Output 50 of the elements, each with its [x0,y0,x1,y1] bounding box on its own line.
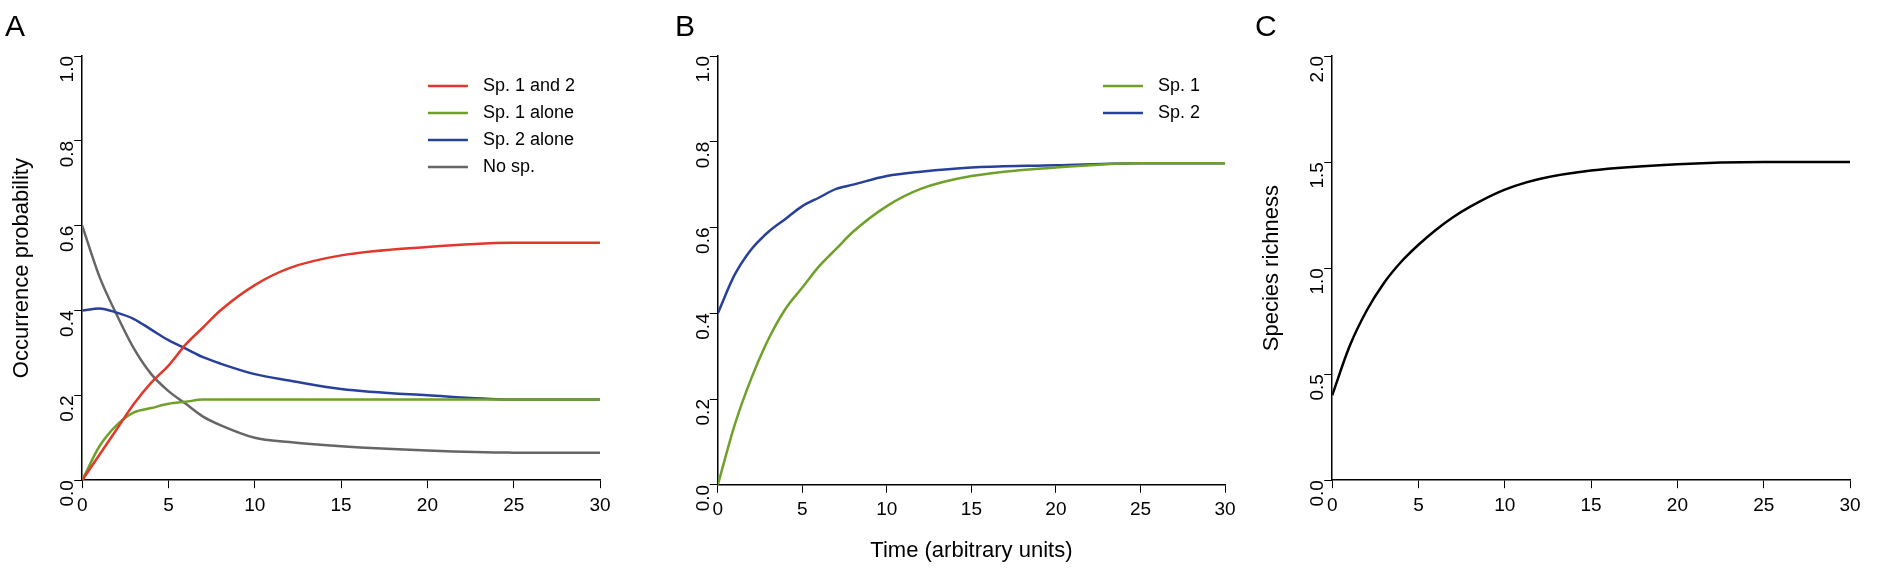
y-tick-label: 0.8 [56,140,78,168]
legend-label: Sp. 1 alone [482,101,574,122]
chart-title: C [1255,9,1277,43]
x-tick-label: 30 [589,493,611,515]
x-tick-label: 30 [1839,493,1861,515]
x-tick-label: 20 [416,493,438,515]
x-tick-label: 10 [876,498,898,520]
x-tick-label: 10 [1494,493,1516,515]
x-tick-label: 5 [1413,493,1424,515]
y-tick-label: 0.0 [1306,480,1328,507]
legend-label: No sp. [482,155,535,176]
y-axis-title: Occurrence probability [8,158,34,379]
legend-label: Sp. 2 alone [482,128,574,149]
y-tick-label: 0.5 [1306,374,1328,401]
y-axis-title: Species richness [1258,184,1284,352]
x-tick-label: 0 [76,493,88,515]
legend-label: Sp. 2 [1157,101,1200,122]
y-tick-label: 0.2 [692,399,714,426]
y-tick-label: 1.5 [1306,162,1328,189]
x-tick-label: 15 [1580,493,1602,515]
y-tick-label: 0.6 [56,225,78,253]
y-tick-label: 2.0 [1306,56,1328,83]
x-tick-label: 30 [1214,498,1236,520]
y-tick-label: 0.2 [56,395,78,422]
y-tick-label: 0.4 [692,312,714,340]
x-tick-label: 5 [797,498,808,520]
x-tick-label: 25 [1753,493,1775,515]
x-tick-label: 25 [1129,498,1152,520]
y-tick-label: 0.0 [56,480,78,507]
y-tick-label: 1.0 [692,56,714,83]
legend-label: Sp. 1 and 2 [482,74,575,95]
x-tick-label: 15 [960,498,982,520]
x-tick-label: 20 [1666,493,1688,515]
x-tick-label: 0 [1326,493,1338,515]
y-tick-label: 0.6 [692,227,714,254]
y-tick-label: 0.0 [692,484,714,512]
legend-label: Sp. 1 [1157,74,1200,95]
y-tick-label: 1.0 [1306,268,1328,295]
x-tick-label: 5 [163,493,174,515]
y-tick-label: 0.4 [56,310,78,337]
y-tick-label: 1.0 [56,56,78,83]
chart-title: B [675,9,696,43]
x-tick-label: 20 [1045,498,1067,520]
chart-title: A [5,9,26,43]
y-tick-label: 0.8 [692,141,714,169]
x-tick-label: 0 [712,498,724,520]
x-tick-label: 10 [244,493,266,515]
x-axis-title: Time (arbitrary units) [870,536,1073,562]
x-tick-label: 25 [503,493,525,515]
x-tick-label: 15 [330,493,352,515]
